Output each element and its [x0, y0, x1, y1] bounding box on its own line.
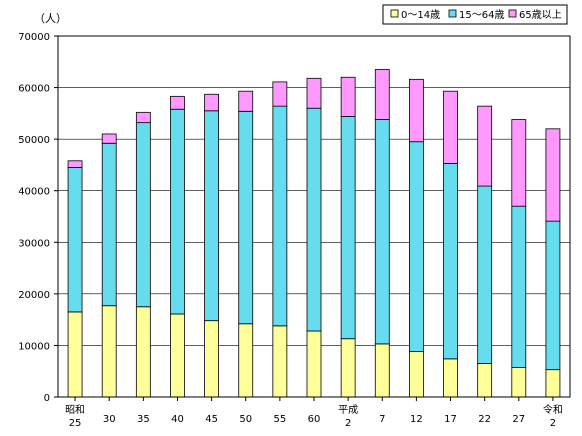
- bar-segment: [511, 119, 527, 207]
- bar-segment: [443, 358, 458, 398]
- bar-segment: [101, 305, 117, 398]
- axes: [54, 35, 571, 401]
- bar-segment: [408, 141, 424, 353]
- legend-label: 15～64歳: [459, 9, 504, 21]
- x-tick-era-label: 令和: [543, 403, 563, 416]
- x-tick-label: 17: [444, 414, 457, 425]
- y-tick-label: 0: [44, 393, 50, 404]
- legend-box: [382, 4, 568, 25]
- x-tick-label: 50: [239, 414, 252, 425]
- bar-segment: [306, 330, 322, 398]
- bar-segment: [306, 77, 322, 109]
- legend-swatch: [508, 9, 517, 18]
- bar-segment: [135, 111, 151, 124]
- y-tick-label: 70000: [18, 32, 50, 43]
- bar-segment: [238, 90, 254, 112]
- bar-segment: [101, 133, 117, 144]
- y-tick-label: 60000: [18, 84, 50, 95]
- bar-segment: [67, 160, 83, 168]
- legend-label: 0～14歳: [401, 9, 440, 21]
- bar-segment: [135, 306, 151, 398]
- bar-segment: [408, 351, 424, 398]
- bar-segment: [545, 128, 561, 222]
- bar-segment: [374, 69, 390, 120]
- y-tick-labels: 0 10000 20000 30000 40000 50000 60000 70000: [18, 32, 50, 404]
- x-tick-label: 40: [171, 414, 184, 425]
- bar-segment: [477, 105, 493, 187]
- bar-segment: [204, 93, 220, 112]
- bar-segment: [443, 90, 458, 164]
- bar-segment: [374, 119, 390, 345]
- bar-segment: [374, 343, 390, 398]
- bar-segment: [340, 76, 356, 117]
- y-tick-label: 50000: [18, 135, 50, 146]
- bar-segment: [238, 110, 254, 325]
- x-tick-label: 7: [379, 414, 385, 425]
- bar-segment: [272, 325, 288, 398]
- x-tick-era-label: 昭和: [65, 404, 85, 416]
- bar-segment: [477, 363, 493, 398]
- bar-segment: [272, 105, 288, 327]
- bars: [67, 69, 561, 398]
- legend-swatch: [448, 9, 457, 18]
- bar-segment: [545, 220, 561, 371]
- x-tick-label: 25: [69, 418, 82, 429]
- bar-segment: [306, 107, 322, 332]
- bar-segment: [340, 338, 356, 398]
- y-tick-label: 20000: [18, 290, 50, 301]
- x-tick-label: 55: [273, 414, 286, 425]
- x-tick-label: 35: [137, 414, 150, 425]
- bar-segment: [135, 122, 151, 308]
- bar-segment: [238, 323, 254, 398]
- y-tick-label: 40000: [18, 187, 50, 198]
- legend-swatch: [390, 9, 399, 18]
- y-axis-unit-label: （人）: [34, 12, 67, 25]
- legend: 0～14歳 15～64歳 65歳以上: [382, 4, 568, 25]
- bar-segment: [477, 185, 493, 364]
- bar-segment: [170, 95, 185, 110]
- bar-segment: [511, 367, 527, 398]
- bar-segment: [101, 142, 117, 307]
- x-tick-label: 12: [410, 414, 423, 425]
- legend-label: 65歳以上: [519, 9, 562, 21]
- x-tick-label: 22: [478, 414, 491, 425]
- bar-segment: [545, 369, 561, 398]
- x-tick-label: 30: [103, 414, 116, 425]
- bar-segment: [272, 81, 288, 107]
- bar-segment: [443, 162, 458, 360]
- bar-segment: [67, 167, 83, 313]
- x-tick-label: 2: [550, 418, 556, 429]
- bar-segment: [408, 78, 424, 143]
- y-tick-label: 30000: [18, 238, 50, 249]
- x-tick-era-label: 平成: [338, 404, 358, 416]
- x-tick-label: 2: [345, 418, 351, 429]
- x-tick-label: 45: [205, 414, 218, 425]
- bar-segment: [204, 110, 220, 322]
- bar-segment: [67, 311, 83, 398]
- x-tick-label: 60: [308, 414, 321, 425]
- y-tick-label: 10000: [18, 341, 50, 352]
- bar-segment: [511, 205, 527, 369]
- bar-segment: [340, 116, 356, 340]
- bar-segment: [204, 320, 220, 398]
- bar-segment: [170, 108, 185, 315]
- bar-segment: [170, 313, 185, 398]
- x-tick-label: 27: [512, 414, 525, 425]
